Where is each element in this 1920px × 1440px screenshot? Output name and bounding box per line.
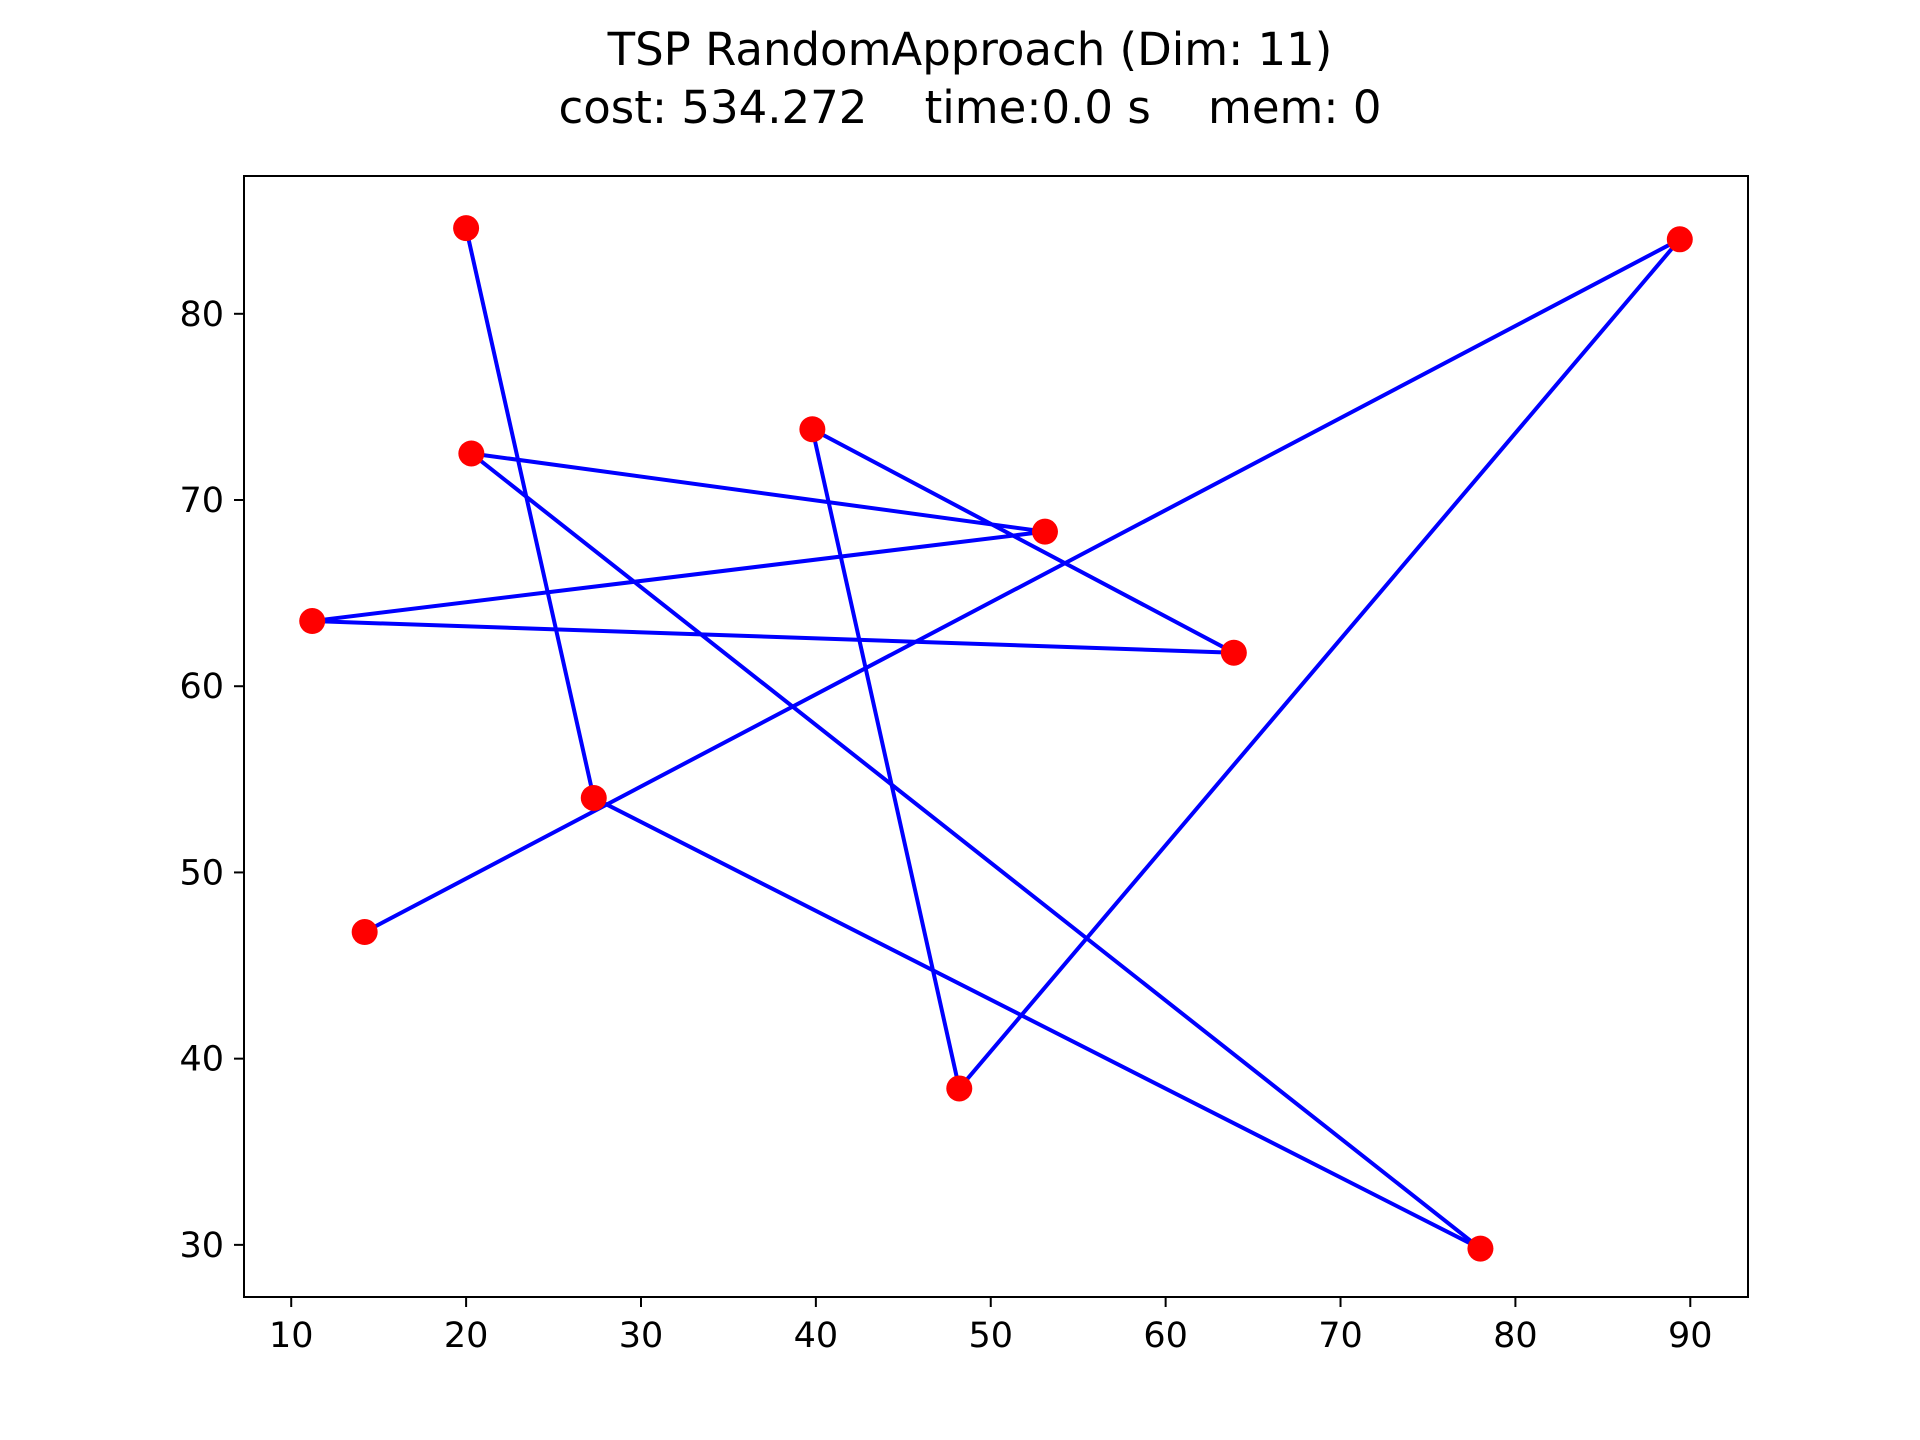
x-tick-label: 70 <box>1318 1316 1363 1356</box>
route-segment <box>310 619 1236 655</box>
city-point <box>453 215 480 242</box>
y-tick-label: 50 <box>179 853 224 893</box>
y-tick-label: 70 <box>179 481 224 521</box>
route-segment <box>957 237 1682 1091</box>
x-tick-label: 90 <box>1668 1316 1713 1356</box>
x-tick-label: 20 <box>444 1316 489 1356</box>
plot-frame <box>243 175 1749 1298</box>
city-point <box>458 440 485 467</box>
city-point <box>946 1075 973 1102</box>
city-point <box>299 608 326 635</box>
city-point <box>1666 226 1693 253</box>
city-point <box>580 784 607 811</box>
x-tick-label: 50 <box>968 1316 1013 1356</box>
route-segment <box>591 795 1483 1251</box>
x-tick-label: 80 <box>1493 1316 1538 1356</box>
y-tick-label: 30 <box>179 1226 224 1266</box>
y-tick-label: 40 <box>179 1040 224 1080</box>
route-segment <box>810 427 962 1091</box>
city-point <box>1031 518 1058 545</box>
city-point <box>1467 1235 1494 1262</box>
route-segment <box>310 529 1047 624</box>
x-tick-label: 40 <box>794 1316 839 1356</box>
route-segment <box>810 427 1236 655</box>
city-point <box>351 919 378 946</box>
route-segment <box>469 451 1047 534</box>
chart-title: TSP RandomApproach (Dim: 11) <box>607 23 1333 76</box>
y-tick-label: 60 <box>179 667 224 707</box>
chart-subtitle: cost: 534.272 time:0.0 s mem: 0 <box>559 81 1382 134</box>
route-segment <box>469 451 1483 1251</box>
route-segment <box>464 226 596 800</box>
city-points <box>299 215 1693 1262</box>
x-tick-label: 30 <box>619 1316 664 1356</box>
route-lines <box>310 226 1682 1251</box>
x-tick-label: 10 <box>269 1316 314 1356</box>
axis-ticks: 10 20 30 40 50 60 70 80 90 30 40 50 60 70 80 <box>179 295 1712 1356</box>
city-point <box>1220 639 1247 666</box>
x-tick-label: 60 <box>1143 1316 1188 1356</box>
route-segment <box>362 237 1682 935</box>
city-point <box>799 416 826 443</box>
y-tick-label: 80 <box>179 295 224 335</box>
